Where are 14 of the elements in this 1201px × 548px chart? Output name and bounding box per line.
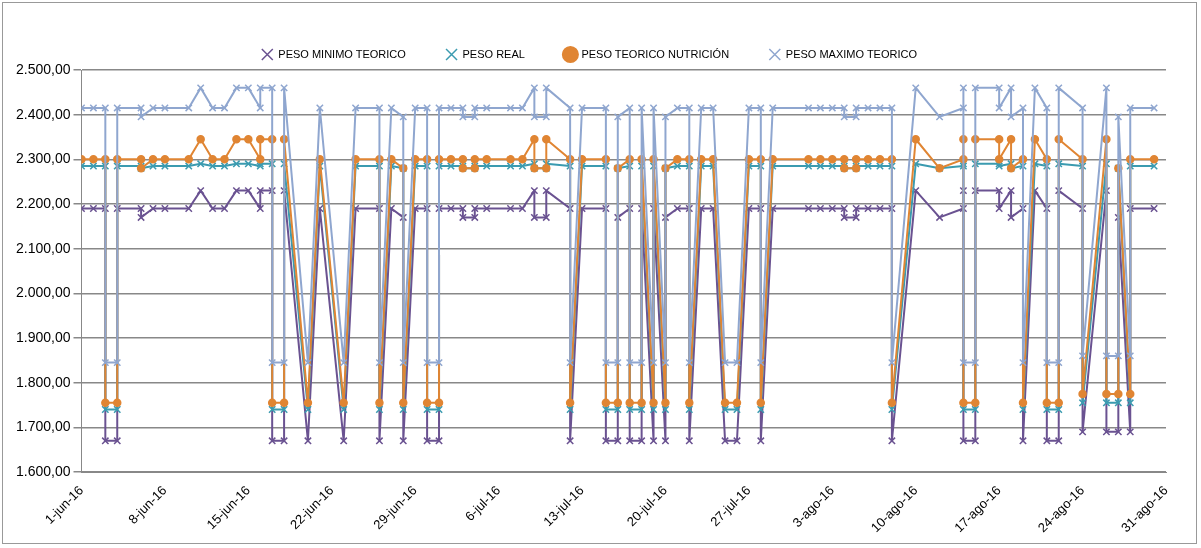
y-tick-label: 2.500,00: [16, 60, 71, 77]
y-tick-label: 2.400,00: [16, 105, 71, 122]
y-tick-label: 2.300,00: [16, 150, 71, 167]
y-tick-label: 1.600,00: [16, 462, 71, 479]
y-tick-label: 2.100,00: [16, 239, 71, 256]
legend-label: PESO TEORICO NUTRICIÓN: [581, 47, 730, 60]
legend-label: PESO MAXIMO TEORICO: [785, 47, 918, 60]
y-tick-label: 2.200,00: [16, 194, 71, 211]
y-tick-label: 2.000,00: [16, 284, 71, 301]
legend-label: PESO MINIMO TEORICO: [278, 47, 407, 60]
y-tick-label: 1.800,00: [16, 373, 71, 390]
legend-label: PESO REAL: [462, 47, 525, 60]
y-tick-label: 1.700,00: [16, 418, 71, 435]
y-tick-label: 1.900,00: [16, 328, 71, 345]
